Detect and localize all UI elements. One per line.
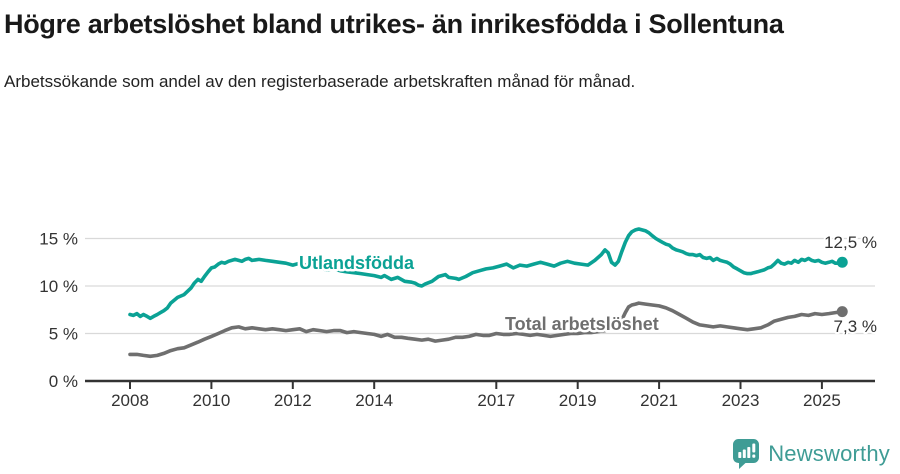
x-tick-label: 2012 bbox=[274, 391, 312, 410]
x-tick-label: 2021 bbox=[640, 391, 678, 410]
page-title: Högre arbetslöshet bland utrikes- än inr… bbox=[4, 9, 784, 39]
x-tick-label: 2019 bbox=[559, 391, 597, 410]
x-tick-label: 2017 bbox=[477, 391, 515, 410]
chart-header: Högre arbetslöshet bland utrikes- än inr… bbox=[4, 6, 784, 97]
x-tick-label: 2014 bbox=[355, 391, 393, 410]
series-line-0 bbox=[128, 227, 845, 321]
newsworthy-chart-bubble-icon bbox=[733, 439, 760, 469]
series-label-total-arbetsloshet: Total arbetslöshet bbox=[505, 314, 659, 334]
y-tick-label: 10 % bbox=[39, 277, 78, 296]
y-tick-label: 15 % bbox=[39, 230, 78, 249]
end-value-label-utlandsfodda: 12,5 % bbox=[824, 233, 877, 252]
series-line-1 bbox=[128, 301, 845, 359]
brand-name: Newsworthy bbox=[768, 440, 890, 466]
series-label-utlandsfodda: Utlandsfödda bbox=[299, 253, 415, 273]
x-tick-label: 2025 bbox=[803, 391, 841, 410]
chart-subtitle: Arbetssökande som andel av den registerb… bbox=[4, 71, 636, 91]
x-axis bbox=[85, 379, 875, 389]
x-tick-label: 2023 bbox=[722, 391, 760, 410]
series-end-dots bbox=[836, 256, 848, 318]
y-tick-label: 5 % bbox=[49, 325, 78, 344]
y-tick-label: 0 % bbox=[49, 372, 78, 391]
y-axis-labels: 0 % 5 % 10 % 15 % bbox=[39, 230, 78, 392]
end-value-label-total: 7,3 % bbox=[834, 317, 877, 336]
x-axis-labels: 2008 2010 2012 2014 2017 2019 2021 2023 2025 bbox=[111, 391, 841, 410]
series-lines bbox=[128, 227, 845, 359]
x-tick-label: 2010 bbox=[192, 391, 230, 410]
brand-footer[interactable]: Newsworthy bbox=[732, 438, 890, 469]
series-end-dot-1 bbox=[836, 306, 848, 318]
series-end-dot-0 bbox=[836, 256, 848, 268]
gridlines bbox=[85, 237, 875, 335]
x-tick-label: 2008 bbox=[111, 391, 149, 410]
